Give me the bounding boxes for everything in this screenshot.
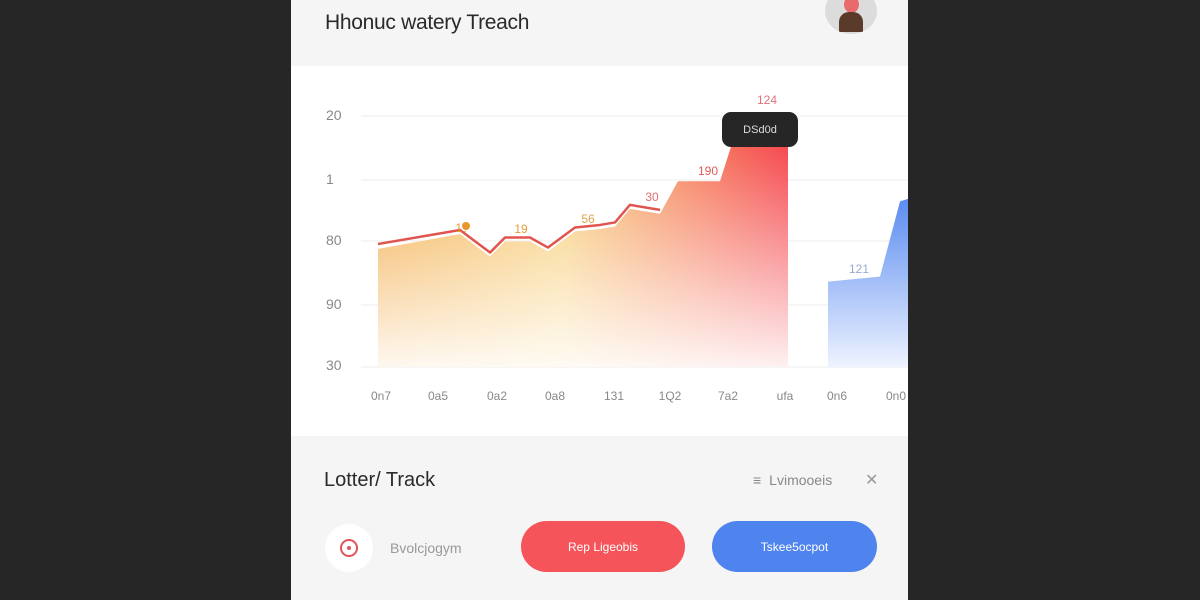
y-tick: 80	[326, 232, 342, 248]
filter-button[interactable]: ≡ Lvimooeis	[753, 472, 832, 488]
header: Hhonuc watery Treach	[291, 0, 908, 66]
x-tick: 0n0	[885, 389, 907, 403]
target-label: Bvolcjogym	[390, 540, 462, 556]
y-tick: 20	[326, 107, 342, 123]
x-tick: 0a5	[427, 389, 449, 403]
close-icon[interactable]: ✕	[865, 472, 879, 489]
x-tick: 7a2	[717, 389, 739, 403]
x-tick: ufa	[776, 389, 794, 403]
section-title: Lotter/ Track	[324, 469, 436, 491]
point-label: 124	[756, 93, 778, 107]
blue-action-button[interactable]: Tskee5ocpot	[712, 521, 877, 572]
x-tick: 131	[603, 389, 625, 403]
filter-label: Lvimooeis	[769, 472, 833, 488]
point-label: 1?	[455, 221, 469, 235]
series-line	[377, 203, 661, 254]
chart-tooltip: DSd0d	[722, 112, 798, 147]
point-label: 56	[581, 212, 595, 226]
area-chart: 20 1 80 90 30 0n7 0a5 0a2 0a8 131 1Q2 7a…	[291, 66, 908, 436]
chart-svg	[361, 115, 908, 368]
y-tick: 30	[326, 357, 342, 373]
dashboard-card: Hhonuc watery Treach 20 1 80 90 30 0n7 0…	[291, 0, 908, 600]
x-tick: 0n7	[370, 389, 392, 403]
point-label: 30	[645, 190, 659, 204]
x-tick: 0n6	[826, 389, 848, 403]
point-label: 190	[697, 164, 719, 178]
filter-icon: ≡	[753, 472, 762, 488]
data-point[interactable]	[462, 222, 470, 230]
page-title: Hhonuc watery Treach	[325, 11, 530, 34]
x-tick: 1Q2	[658, 389, 682, 403]
red-action-button[interactable]: Rep Ligeobis	[521, 521, 685, 572]
y-tick: 1	[326, 171, 334, 187]
x-tick: 0a8	[544, 389, 566, 403]
point-label: 19	[514, 222, 528, 236]
tracker-panel: Lotter/ Track ≡ Lvimooeis ✕ Bvolcjogym R…	[291, 436, 908, 600]
avatar[interactable]	[825, 0, 877, 34]
series-area-blue	[828, 198, 908, 367]
y-tick: 90	[326, 296, 342, 312]
point-label: 121	[848, 262, 870, 276]
x-tick: 0a2	[486, 389, 508, 403]
series-area-fade	[378, 143, 788, 367]
target-icon[interactable]	[325, 524, 373, 572]
